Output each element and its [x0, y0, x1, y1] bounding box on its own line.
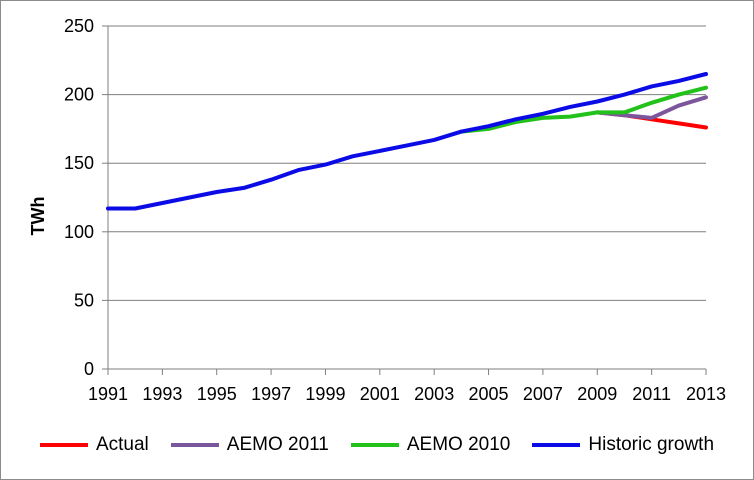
y-tick-label-250: 250 [64, 16, 94, 36]
gridlines [108, 25, 706, 301]
legend-item-aemo-2010: AEMO 2010 [350, 434, 511, 456]
x-tick-label-1993: 1993 [142, 384, 182, 404]
x-tick-label-2003: 2003 [414, 384, 454, 404]
x-tick-label-1997: 1997 [251, 384, 291, 404]
y-tick-label-200: 200 [64, 85, 94, 105]
legend-label-aemo-2011: AEMO 2011 [226, 434, 329, 455]
legend-item-actual: Actual [39, 434, 149, 456]
series-line-aemo-2010 [459, 85, 708, 134]
line-chart: 0 50 100 150 200 250 1991 1993 1995 1997 1999 2001… [28, 16, 726, 404]
legend-label-aemo-2010: AEMO 2010 [406, 434, 511, 455]
x-tick-labels: 1991 1993 1995 1997 1999 2001 2003 2005 2007 2009… [88, 384, 726, 404]
y-axis-label: TWh [28, 197, 48, 236]
y-tick-label-50: 50 [74, 290, 94, 310]
legend-item-aemo-2011: AEMO 2011 [170, 434, 329, 456]
y-tick-label-0: 0 [84, 359, 94, 379]
axes [102, 25, 707, 375]
legend-label-historic-growth: Historic growth [588, 434, 715, 455]
x-tick-label-2013: 2013 [686, 384, 726, 404]
y-tick-labels: 0 50 100 150 200 250 [64, 16, 94, 379]
series-lines [106, 72, 708, 211]
series-line-aemo-2011 [595, 95, 708, 120]
x-tick-label-2011: 2011 [632, 384, 671, 404]
legend-swatch-aemo-2010 [350, 443, 399, 447]
legend-item-historic-growth: Historic growth [532, 434, 714, 456]
y-tick-label-100: 100 [64, 222, 94, 242]
legend-swatch-actual [39, 443, 88, 447]
x-tick-label-2007: 2007 [523, 384, 563, 404]
x-tick-label-2001: 2001 [360, 384, 400, 404]
x-tick-label-2005: 2005 [469, 384, 509, 404]
y-tick-label-150: 150 [64, 153, 94, 173]
x-tick-label-1991: 1991 [88, 384, 128, 404]
legend-label-actual: Actual [95, 434, 149, 455]
x-tick-label-2009: 2009 [577, 384, 617, 404]
legend-swatch-aemo-2011 [170, 443, 219, 447]
series-line-historic-growth [106, 72, 708, 211]
x-tick-label-1999: 1999 [305, 384, 345, 404]
x-tick-label-1995: 1995 [197, 384, 237, 404]
legend: Actual AEMO 2011 AEMO 2010 Historic grow… [0, 430, 754, 460]
legend-swatch-historic-growth [532, 443, 581, 447]
